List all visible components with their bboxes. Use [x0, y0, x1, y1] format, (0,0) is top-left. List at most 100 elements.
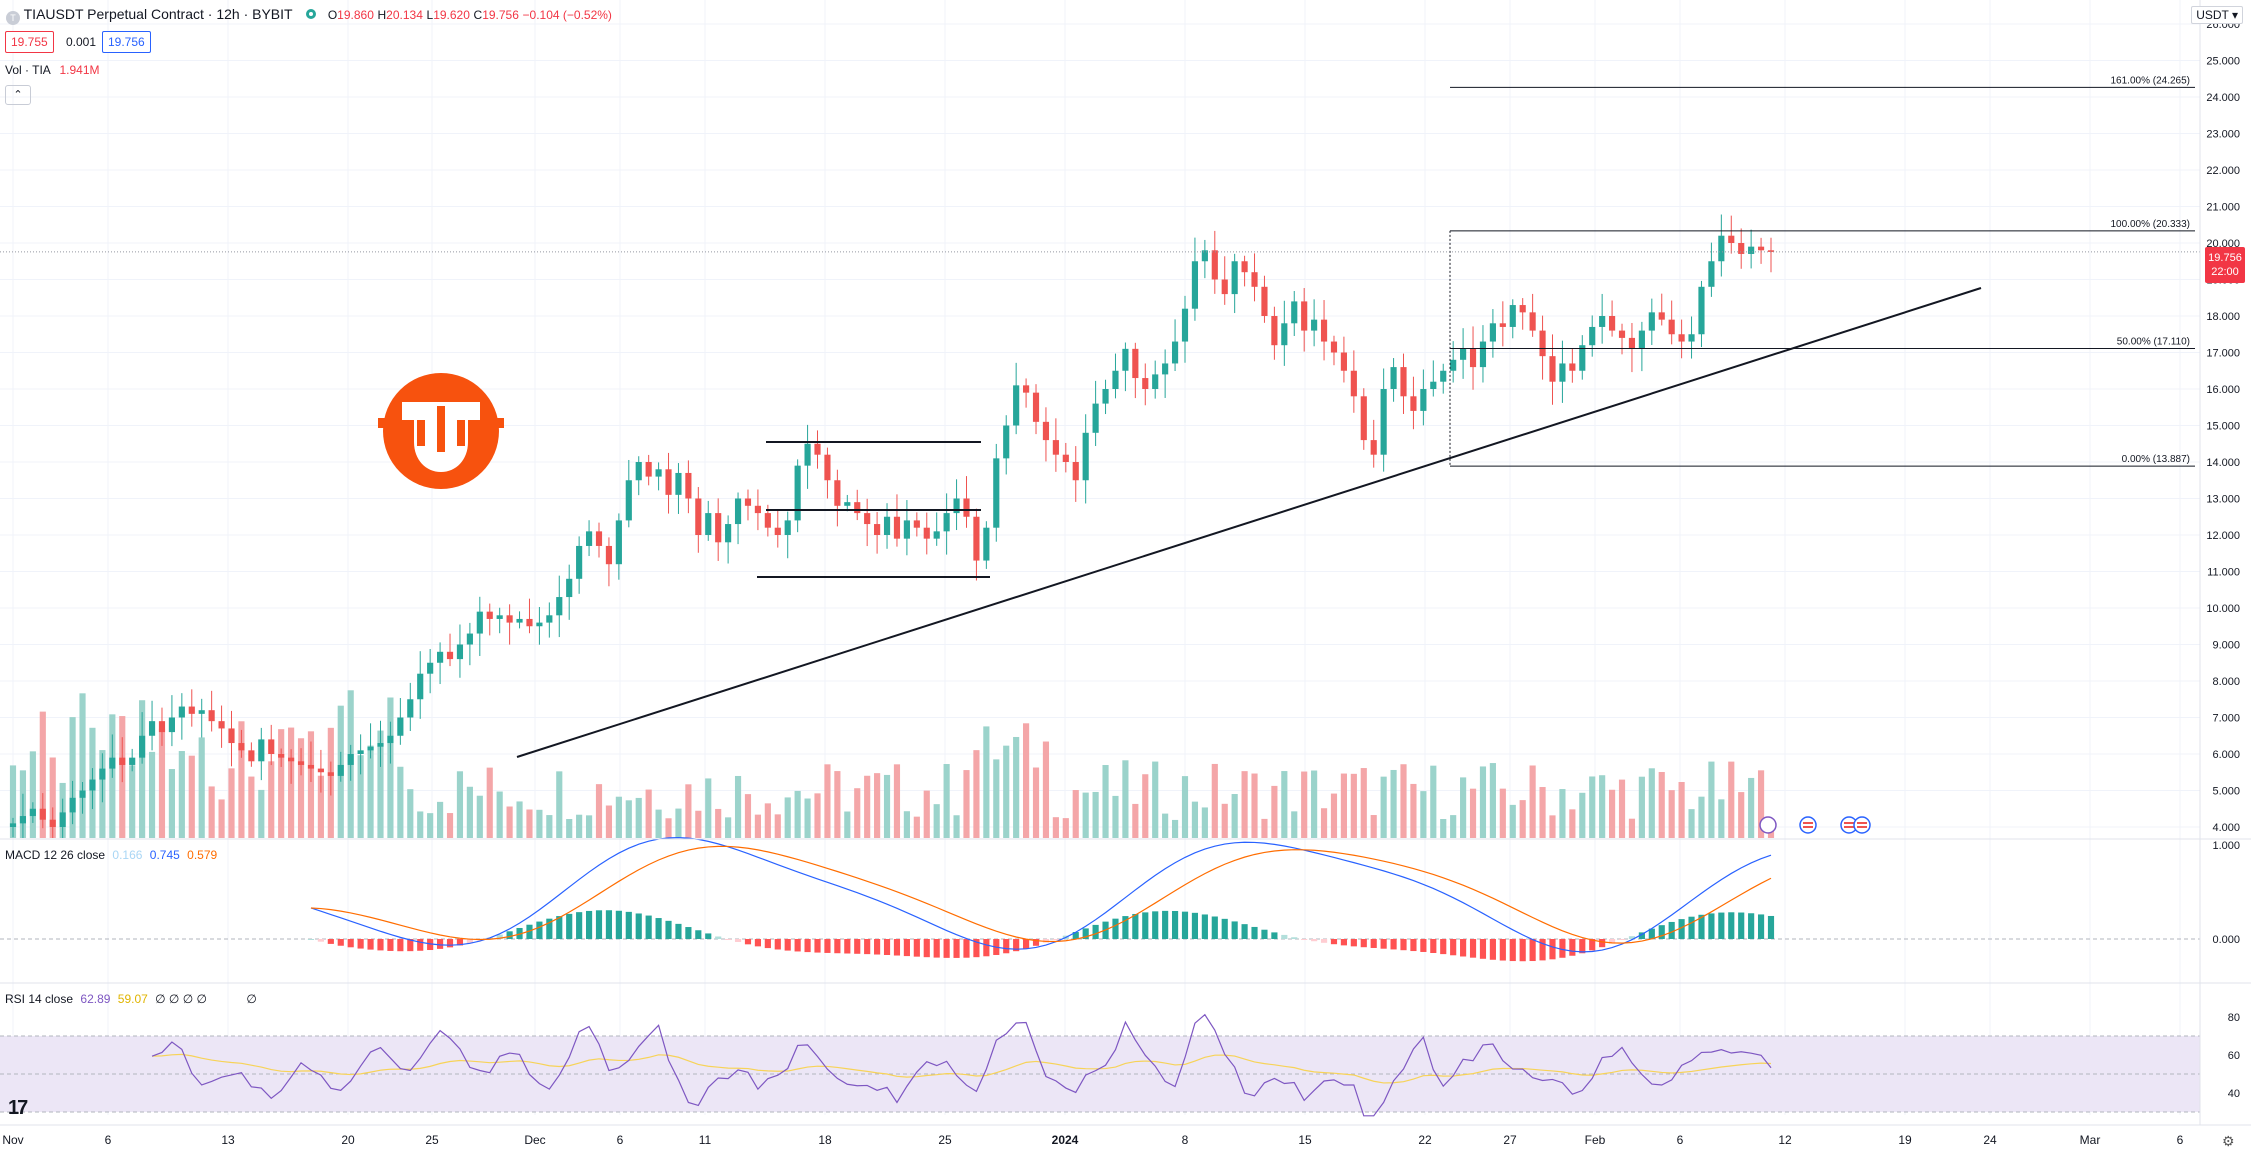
volume-bar	[1023, 723, 1030, 838]
macd-histogram-bar	[814, 939, 821, 953]
volume-bar	[268, 761, 275, 838]
volume-bar	[1678, 781, 1685, 838]
volume-bar	[655, 809, 662, 838]
macd-histogram-bar	[655, 918, 662, 939]
price-tick-label: 21.000	[2206, 202, 2240, 214]
currency-button[interactable]: USDT ▾	[2191, 6, 2243, 24]
candle-body	[715, 513, 722, 543]
volume-bar	[1380, 776, 1387, 838]
fib-level-label: 161.00% (24.265)	[2110, 75, 2190, 86]
macd-histogram-bar	[1023, 939, 1030, 949]
macd-histogram-bar	[1668, 921, 1675, 939]
volume-bar	[1231, 794, 1238, 838]
macd-histogram-bar	[1042, 939, 1050, 943]
candle-body	[496, 615, 503, 619]
volume-bar	[437, 801, 444, 838]
macd-histogram-bar	[397, 939, 404, 952]
candle-body	[963, 498, 970, 517]
collapse-legend-button[interactable]: ⌃	[5, 85, 31, 105]
macd-histogram-bar	[1748, 913, 1755, 939]
volume-bar	[903, 811, 910, 838]
candle-body	[208, 710, 215, 722]
candle-body	[1668, 319, 1675, 335]
ohlc-l: 19.620	[433, 8, 470, 22]
settings-gear-icon[interactable]: ⚙	[2222, 1133, 2235, 1149]
drawings: 161.00% (24.265) 100.00% (20.333) 50.00% (…	[0, 75, 2200, 758]
volume-bar	[1599, 775, 1606, 838]
candle-body	[1440, 370, 1447, 382]
candle-body	[1211, 250, 1218, 280]
macd-histogram-bar	[645, 915, 652, 939]
ohlc-l-label: L	[426, 8, 434, 22]
buy-price-button[interactable]: 19.756	[102, 31, 151, 53]
candle-body	[99, 768, 106, 780]
candle-body	[1569, 363, 1576, 371]
candle-body	[1181, 308, 1189, 342]
candle-body	[576, 545, 583, 579]
macd-histogram-bar	[417, 939, 424, 951]
macd-histogram-bar	[913, 939, 920, 957]
candle-body	[1281, 323, 1288, 346]
candle-body	[794, 465, 801, 521]
volume-bar	[1748, 777, 1755, 838]
chart-title[interactable]: TIAUSDT Perpetual Contract · 12h · BYBIT	[23, 6, 293, 22]
macd-histogram-bar	[1579, 939, 1586, 954]
candle-body	[1599, 316, 1606, 327]
candle-body	[347, 754, 354, 765]
candle-body	[1469, 348, 1477, 368]
macd-histogram-bar	[327, 939, 334, 944]
macd-histogram-bar	[1688, 916, 1695, 939]
macd-histogram-bar	[963, 939, 970, 958]
volume-bar	[1211, 763, 1218, 838]
volume-bar	[1013, 736, 1020, 838]
candle-body	[1340, 352, 1347, 371]
time-tick-label: 12	[1778, 1133, 1792, 1147]
ohlc-c-label: C	[473, 8, 483, 22]
volume-bar	[1698, 796, 1705, 838]
macd-label[interactable]: MACD 12 26 close	[5, 848, 106, 862]
candle-body	[407, 699, 414, 718]
volume-bar	[764, 803, 771, 838]
candle-body	[1648, 312, 1655, 331]
candle-body	[655, 469, 662, 477]
rsi-label[interactable]: RSI 14 close	[5, 992, 74, 1006]
rsi-line	[151, 1013, 1772, 1117]
macd-histogram-bar	[854, 939, 861, 954]
volume-bar	[1638, 776, 1645, 838]
volume-bar	[1569, 809, 1576, 838]
volume-bar	[1181, 776, 1189, 838]
price-tick-label: 16.000	[2206, 384, 2240, 396]
sell-price-button[interactable]: 19.755	[5, 31, 54, 53]
macd-histogram-bar	[1241, 924, 1248, 939]
candle-body	[1003, 425, 1010, 459]
candle-body	[446, 651, 454, 660]
candle-body	[516, 618, 523, 623]
volume-bar	[804, 798, 811, 838]
volume-bar	[1340, 773, 1347, 838]
volume-bar	[1092, 791, 1099, 838]
macd-pane: 1.000 0.000	[0, 836, 2240, 962]
macd-histogram-bar	[784, 939, 791, 951]
volume-bar	[1042, 741, 1050, 838]
candle-body	[1420, 389, 1427, 411]
macd-histogram-bar	[1132, 913, 1139, 939]
macd-histogram-bar	[437, 939, 444, 949]
candle-body	[1728, 235, 1735, 243]
candle-body	[1291, 301, 1298, 324]
candle-body	[685, 472, 692, 499]
candle-body	[1450, 359, 1457, 371]
candle-body	[1052, 440, 1059, 455]
candle-body	[1370, 440, 1377, 455]
volume-bar	[1390, 769, 1397, 838]
macd-histogram-bar	[754, 939, 761, 947]
candle-body	[228, 728, 235, 744]
volume-bar	[397, 766, 404, 838]
volume-bar	[874, 773, 881, 838]
macd-histogram-bar	[496, 934, 503, 939]
tradingview-logo[interactable]: 17	[8, 1097, 28, 1119]
macd-histogram-bar	[1489, 939, 1496, 960]
volume-bar	[456, 771, 464, 838]
ohlc-o: 19.860	[337, 8, 374, 22]
volume-bar	[923, 790, 930, 838]
